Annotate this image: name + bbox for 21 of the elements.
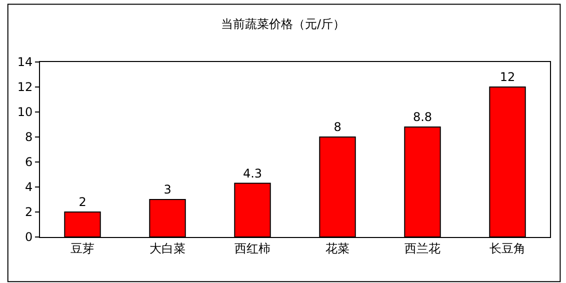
y-tick-label: 2 — [24, 205, 33, 220]
chart-title: 当前蔬菜价格（元/斤） — [220, 17, 346, 32]
y-tick-label: 10 — [17, 105, 33, 120]
data-label: 12 — [500, 70, 516, 84]
data-label: 2 — [78, 195, 86, 209]
data-label: 8.8 — [412, 110, 432, 124]
x-tick-label: 大白菜 — [150, 241, 186, 256]
x-tick-label: 花菜 — [326, 241, 350, 256]
data-label: 8 — [334, 120, 342, 134]
x-tick-label: 长豆角 — [490, 241, 526, 256]
y-tick-label: 8 — [24, 130, 33, 144]
y-tick-label: 12 — [17, 80, 33, 94]
y-tick-label: 4 — [24, 180, 33, 194]
y-tick-label: 14 — [17, 55, 33, 70]
data-label: 3 — [164, 182, 172, 196]
y-tick-label: 0 — [24, 230, 33, 244]
y-tick-label: 6 — [24, 155, 33, 170]
x-tick-label: 西红柿 — [234, 241, 270, 256]
data-label: 4.3 — [242, 166, 262, 180]
x-tick-label: 西兰花 — [404, 241, 440, 256]
x-tick-label: 豆芽 — [70, 241, 94, 256]
